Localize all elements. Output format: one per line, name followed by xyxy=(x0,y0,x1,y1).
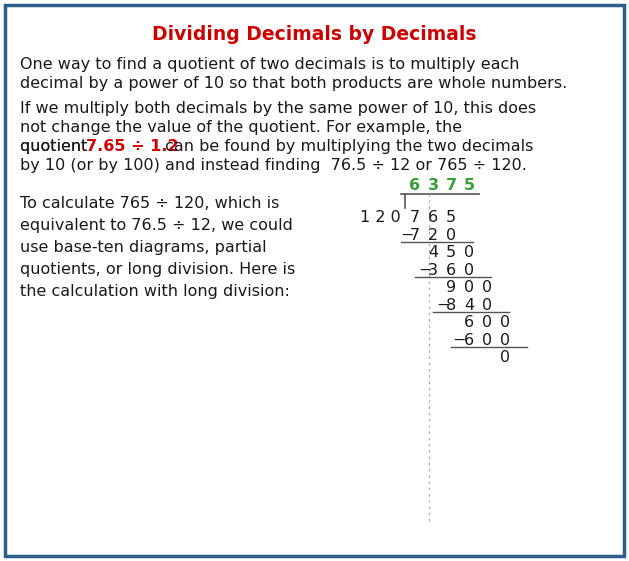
Text: 0: 0 xyxy=(482,315,492,330)
Text: Dividing Decimals by Decimals: Dividing Decimals by Decimals xyxy=(152,25,476,44)
Text: 0: 0 xyxy=(482,333,492,348)
Text: 0: 0 xyxy=(464,263,474,278)
Text: 4: 4 xyxy=(464,298,474,313)
Text: 0: 0 xyxy=(500,333,510,348)
Text: One way to find a quotient of two decimals is to multiply each: One way to find a quotient of two decima… xyxy=(20,57,520,72)
Text: 7: 7 xyxy=(410,228,420,243)
Text: use base-ten diagrams, partial: use base-ten diagrams, partial xyxy=(20,240,267,255)
Text: quotient: quotient xyxy=(20,139,92,154)
FancyBboxPatch shape xyxy=(5,5,624,556)
Text: quotient: quotient xyxy=(20,139,92,154)
Text: 6: 6 xyxy=(409,178,421,193)
Text: To calculate 765 ÷ 120, which is: To calculate 765 ÷ 120, which is xyxy=(20,196,279,211)
Text: If we multiply both decimals by the same power of 10, this does: If we multiply both decimals by the same… xyxy=(20,101,536,116)
Text: 7: 7 xyxy=(445,178,457,193)
Text: 7: 7 xyxy=(410,210,420,225)
Text: 0: 0 xyxy=(500,350,510,365)
Text: 0: 0 xyxy=(446,228,456,243)
Text: 5: 5 xyxy=(446,210,456,225)
Text: 3: 3 xyxy=(428,178,438,193)
Text: 8: 8 xyxy=(446,298,456,313)
Text: quotients, or long division. Here is: quotients, or long division. Here is xyxy=(20,262,295,277)
Text: quotient  7.65 ÷ 1.2: quotient 7.65 ÷ 1.2 xyxy=(20,139,182,154)
Text: 1 2 0: 1 2 0 xyxy=(360,210,401,225)
Text: 0: 0 xyxy=(464,245,474,260)
Text: can be found by multiplying the two decimals: can be found by multiplying the two deci… xyxy=(160,139,533,154)
Text: 5: 5 xyxy=(464,178,474,193)
Text: 6: 6 xyxy=(464,333,474,348)
Text: 0: 0 xyxy=(464,280,474,295)
Text: decimal by a power of 10 so that both products are whole numbers.: decimal by a power of 10 so that both pr… xyxy=(20,76,567,91)
Text: −: − xyxy=(452,333,465,348)
Text: −: − xyxy=(418,263,431,278)
Text: 7.65 ÷ 1.2: 7.65 ÷ 1.2 xyxy=(86,139,179,154)
Text: equivalent to 76.5 ÷ 12, we could: equivalent to 76.5 ÷ 12, we could xyxy=(20,218,293,233)
Text: −: − xyxy=(437,298,450,313)
Text: by 10 (or by 100) and instead finding  76.5 ÷ 12 or 765 ÷ 120.: by 10 (or by 100) and instead finding 76… xyxy=(20,158,527,173)
Text: 6: 6 xyxy=(464,315,474,330)
Text: 9: 9 xyxy=(446,280,456,295)
Text: −: − xyxy=(400,228,414,243)
Text: 4: 4 xyxy=(428,245,438,260)
Text: 6: 6 xyxy=(428,210,438,225)
Text: 2: 2 xyxy=(428,228,438,243)
Text: not change the value of the quotient. For example, the: not change the value of the quotient. Fo… xyxy=(20,120,462,135)
Text: 3: 3 xyxy=(428,263,438,278)
Text: 0: 0 xyxy=(500,315,510,330)
Text: 5: 5 xyxy=(446,245,456,260)
Text: 0: 0 xyxy=(482,298,492,313)
Text: the calculation with long division:: the calculation with long division: xyxy=(20,284,290,299)
Text: 6: 6 xyxy=(446,263,456,278)
Text: 0: 0 xyxy=(482,280,492,295)
